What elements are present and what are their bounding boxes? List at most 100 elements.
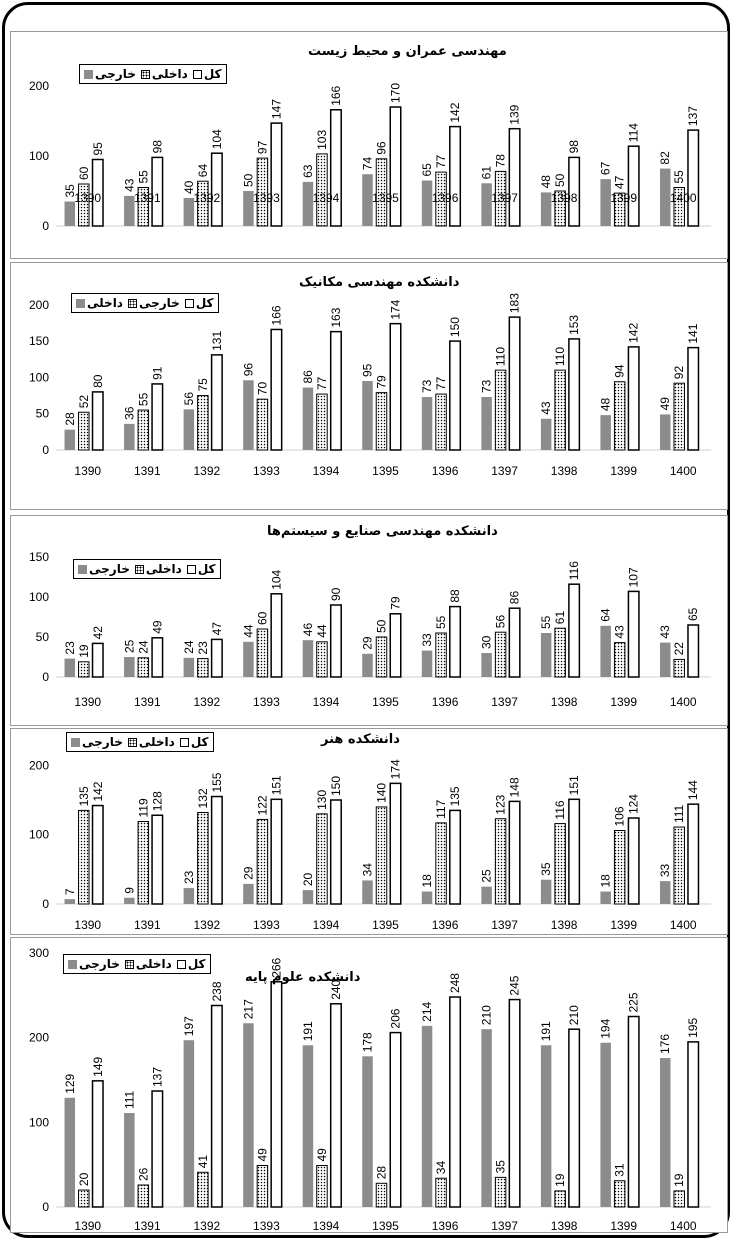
bar: [613, 642, 626, 678]
bar: [78, 411, 90, 451]
bar: [243, 1023, 254, 1207]
data-label: 33: [658, 863, 672, 877]
bar: [627, 590, 640, 678]
data-label: 111: [122, 1090, 136, 1109]
x-tick-label: 1395: [372, 464, 399, 478]
x-tick-label: 1395: [372, 918, 399, 932]
x-tick-label: 1394: [313, 464, 340, 478]
data-label: 24: [182, 640, 196, 654]
chart-title: دانشکده مهندسی مکانیک: [299, 275, 460, 290]
data-label: 103: [315, 130, 329, 150]
bar: [124, 195, 135, 226]
bar: [270, 798, 283, 905]
legend-item: کل: [192, 67, 222, 81]
x-tick-label: 1390: [74, 918, 101, 932]
data-label: 266: [269, 957, 283, 977]
data-label: 98: [567, 140, 581, 154]
bar: [613, 1180, 626, 1208]
data-label: 151: [567, 775, 581, 795]
data-label: 43: [539, 401, 553, 415]
bar: [673, 187, 685, 227]
bar: [600, 891, 611, 904]
bar: [197, 1171, 209, 1208]
legend-label: کل: [203, 67, 222, 81]
data-label: 25: [122, 639, 136, 653]
bar: [210, 795, 223, 905]
data-label: 20: [77, 1172, 91, 1186]
bar: [389, 1031, 402, 1208]
data-label: 79: [375, 375, 389, 389]
bar: [256, 398, 269, 451]
bar: [210, 354, 223, 451]
bar: [197, 811, 209, 905]
bar: [627, 817, 640, 905]
bar: [302, 640, 314, 677]
y-tick-label: 150: [29, 334, 49, 348]
bar: [329, 330, 342, 451]
bar: [183, 657, 195, 677]
data-label: 18: [420, 874, 434, 888]
chart-legend: کل داخلی خارجی: [66, 732, 214, 752]
chart-panel-industrial: 0 50 100 150 23 19 42 1390 25 24 49 1391 24 23 47 1392 4…: [10, 515, 728, 726]
data-label: 29: [361, 636, 375, 650]
legend-label: خارجی: [79, 957, 120, 971]
bar: [362, 880, 373, 904]
legend-label: داخلی: [151, 67, 188, 81]
x-tick-label: 1397: [491, 918, 518, 932]
bar: [243, 883, 254, 904]
bar: [687, 1041, 700, 1208]
x-tick-label: 1395: [372, 1219, 399, 1232]
bar: [568, 583, 581, 678]
bar: [554, 823, 566, 905]
data-label: 73: [480, 379, 494, 393]
bar: [124, 897, 135, 904]
bar: [508, 127, 521, 227]
x-tick-label: 1392: [194, 191, 221, 205]
bar: [270, 593, 283, 678]
y-tick-label: 0: [42, 1200, 49, 1214]
data-label: 166: [329, 85, 343, 105]
data-label: 97: [255, 140, 269, 154]
bar: [659, 881, 671, 904]
bar: [673, 658, 685, 678]
data-label: 60: [255, 611, 269, 625]
x-tick-label: 1391: [134, 918, 161, 932]
bar: [481, 886, 492, 904]
data-label: 116: [567, 561, 581, 580]
bar: [687, 803, 700, 905]
data-label: 176: [658, 1034, 672, 1054]
x-tick-label: 1391: [134, 695, 161, 709]
bar: [137, 409, 150, 451]
bar: [435, 632, 447, 678]
data-label: 43: [658, 625, 672, 639]
data-label: 23: [182, 870, 196, 884]
legend-item: کل: [186, 562, 216, 576]
data-label: 114: [627, 123, 641, 142]
data-label: 141: [686, 323, 700, 343]
bar: [243, 641, 254, 677]
bar: [256, 157, 269, 227]
x-tick-label: 1393: [253, 918, 280, 932]
data-label: 19: [77, 644, 91, 658]
chart-legend: کل خارجی داخلی: [71, 293, 219, 313]
y-tick-label: 100: [29, 828, 49, 842]
data-label: 153: [567, 315, 581, 335]
bar: [600, 1042, 611, 1207]
data-label: 30: [480, 635, 494, 649]
data-label: 40: [182, 180, 196, 194]
legend-item: کل: [184, 296, 214, 310]
bar: [481, 1029, 492, 1207]
data-label: 64: [196, 164, 210, 178]
y-tick-label: 100: [29, 149, 49, 163]
bar: [508, 316, 521, 451]
bar: [270, 981, 283, 1208]
chart-svg: 0 100 200 300 129 20 149 1390 111 26 137 1391 197 41 2…: [29, 946, 711, 1232]
data-label: 142: [91, 781, 105, 801]
data-label: 86: [508, 591, 522, 605]
bar: [78, 1189, 90, 1208]
bar: [124, 423, 135, 450]
bar: [435, 171, 447, 227]
data-label: 43: [613, 625, 627, 639]
y-tick-label: 200: [29, 758, 49, 772]
data-label: 80: [91, 374, 105, 388]
